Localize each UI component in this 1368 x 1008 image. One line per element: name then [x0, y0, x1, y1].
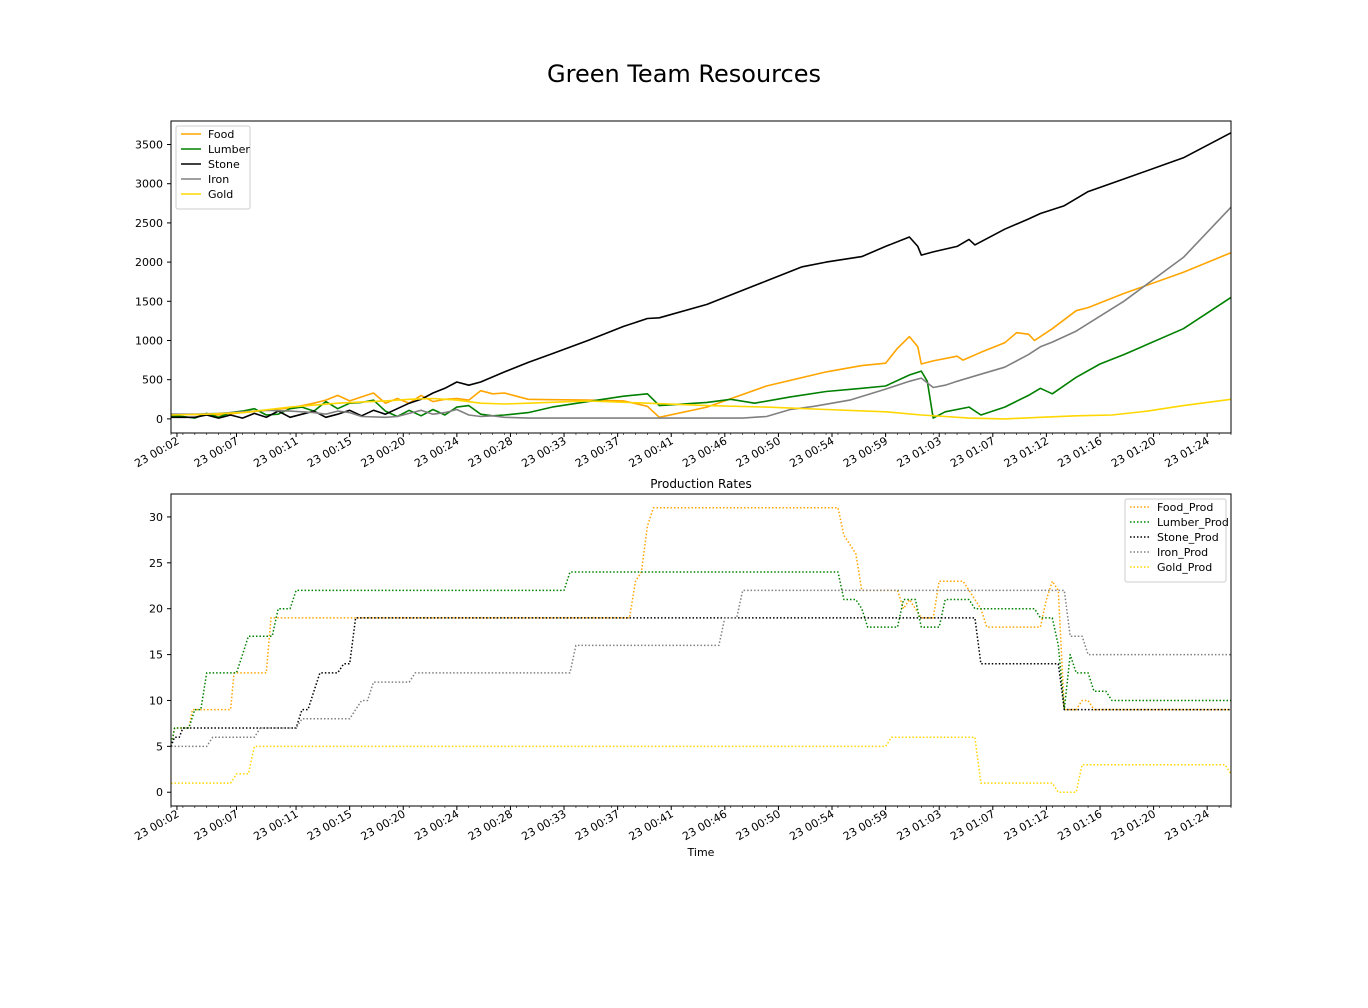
chart2-series-stone-prod-line [170, 617, 1231, 747]
chart2-ytick-label: 0 [156, 786, 163, 799]
chart1-xtick-label: 23 00:15 [305, 434, 354, 470]
chart2-xtick-label: 23 00:07 [192, 807, 241, 843]
chart1-legend-label-stone: Stone [208, 158, 240, 171]
chart1-xtick-label: 23 00:20 [359, 434, 408, 470]
chart1-ytick-label: 2500 [135, 217, 163, 230]
chart2-ytick-label: 30 [149, 511, 163, 524]
chart2-xtick-label: 23 01:16 [1055, 807, 1104, 843]
chart1-ytick-label: 2000 [135, 256, 163, 269]
chart1-legend-label-iron: Iron [208, 173, 229, 186]
chart2-legend-label-food-prod: Food_Prod [1157, 501, 1213, 514]
figure-title: Green Team Resources [547, 60, 821, 88]
chart2-ytick-label: 25 [149, 557, 163, 570]
chart1-ytick-label: 3000 [135, 178, 163, 191]
chart1-xtick-label: 23 00:37 [573, 434, 622, 470]
chart1-axes-frame [170, 120, 1232, 434]
chart2-xtick-label: 23 00:37 [573, 807, 622, 843]
chart2-xtick-label: 23 00:28 [466, 807, 515, 843]
chart1-xtick-label: 23 01:03 [895, 434, 944, 470]
chart2-legend-label-gold-prod: Gold_Prod [1157, 561, 1212, 574]
chart1-xtick-label: 23 00:59 [841, 434, 890, 470]
chart2-xtick-label: 23 00:33 [519, 807, 568, 843]
chart1-xtick-label: 23 00:11 [251, 434, 300, 470]
chart1-ytick-label: 0 [156, 413, 163, 426]
chart2-xtick-label: 23 00:20 [359, 807, 408, 843]
chart2-series-food-prod-line [170, 507, 1231, 747]
chart1-series-gold-line [170, 397, 1232, 420]
chart1-legend-label-food: Food [208, 128, 234, 141]
chart2-series-lumber-prod-line [170, 571, 1231, 747]
chart2-xlabel: Time [687, 846, 715, 859]
chart1-xtick-label: 23 00:54 [787, 434, 836, 470]
chart1-legend-box [175, 125, 251, 210]
chart1-series-iron-line [171, 206, 1232, 419]
chart1-ytick-label: 3500 [135, 139, 163, 152]
chart2-xtick-label: 23 00:15 [305, 807, 354, 843]
chart1-xtick-label: 23 00:28 [466, 434, 515, 470]
chart2-xtick-label: 23 00:46 [680, 807, 729, 843]
chart1-series-lumber-line [170, 296, 1232, 419]
chart1-ytick-label: 1500 [135, 295, 163, 308]
chart1-xtick-label: 23 01:12 [1002, 434, 1051, 470]
chart2-legend-box [1124, 498, 1227, 583]
chart2-ytick-label: 15 [149, 649, 163, 662]
chart1-xtick-label: 23 01:16 [1055, 434, 1104, 470]
chart1-ytick-label: 500 [142, 374, 163, 387]
chart1-xtick-label: 23 00:46 [680, 434, 729, 470]
chart2-xtick-label: 23 01:24 [1163, 807, 1212, 843]
chart1-xtick-label: 23 00:41 [627, 434, 676, 470]
chart1-xtick-label: 23 00:07 [192, 434, 241, 470]
chart2-ytick-label: 10 [149, 694, 163, 707]
chart2-xtick-label: 23 00:24 [412, 807, 461, 843]
chart2-legend-label-iron-prod: Iron_Prod [1157, 546, 1208, 559]
chart2-series-gold-prod-line [171, 736, 1232, 793]
chart2-xtick-label: 23 01:07 [948, 807, 997, 843]
chart1-legend-label-gold: Gold [208, 188, 233, 201]
chart2-legend-label-stone-prod: Stone_Prod [1157, 531, 1219, 544]
chart1-xtick-label: 23 00:02 [132, 434, 181, 470]
chart2-xtick-label: 23 00:11 [251, 807, 300, 843]
chart1-legend-label-lumber: Lumber [208, 143, 250, 156]
chart2-series-iron-prod-line [171, 589, 1231, 748]
chart1-xtick-label: 23 00:50 [734, 434, 783, 470]
chart2-legend-label-lumber-prod: Lumber_Prod [1157, 516, 1229, 529]
chart1-xtick-label: 23 01:24 [1163, 434, 1212, 470]
chart1-series-food-line [170, 251, 1232, 419]
chart2-xtick-label: 23 01:12 [1002, 807, 1051, 843]
chart1-ytick-label: 1000 [135, 334, 163, 347]
chart1-xtick-label: 23 01:07 [948, 434, 997, 470]
chart1-xtick-label: 23 01:20 [1109, 434, 1158, 470]
chart1-xtick-label: 23 00:24 [412, 434, 461, 470]
chart1-series-stone-line [171, 132, 1232, 419]
chart2-axes-frame [170, 493, 1232, 807]
chart2-ytick-label: 5 [156, 740, 163, 753]
chart2-xtick-label: 23 01:20 [1109, 807, 1158, 843]
chart2-xtick-label: 23 00:02 [132, 807, 181, 843]
chart2-title: Production Rates [650, 477, 751, 491]
chart2-xtick-label: 23 01:03 [895, 807, 944, 843]
chart2-xtick-label: 23 00:54 [787, 807, 836, 843]
chart2-xtick-label: 23 00:50 [734, 807, 783, 843]
chart1-xtick-label: 23 00:33 [519, 434, 568, 470]
chart2-xtick-label: 23 00:41 [627, 807, 676, 843]
chart2-xtick-label: 23 00:59 [841, 807, 890, 843]
chart2-ytick-label: 20 [149, 603, 163, 616]
